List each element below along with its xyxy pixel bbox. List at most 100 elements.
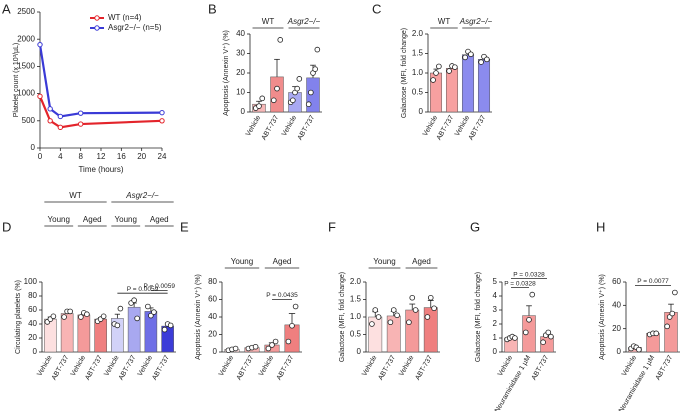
x-tick-label: ABT-737	[51, 354, 71, 381]
bar	[477, 59, 491, 113]
data-point	[526, 316, 532, 323]
y-tick-label: 40	[236, 29, 245, 38]
p-value: P = 0.0077	[637, 278, 669, 285]
point	[57, 124, 64, 131]
group-label: Aged	[412, 257, 431, 266]
data-point	[161, 326, 168, 333]
data-point	[277, 37, 284, 43]
y-tick-label: 80	[208, 277, 217, 286]
group-label: Asgr2−/−	[125, 191, 159, 200]
point	[47, 106, 53, 112]
point	[37, 41, 43, 48]
data-point	[512, 335, 518, 341]
y-tick-label: 20	[28, 333, 37, 342]
point	[47, 118, 53, 124]
group-label: WT	[69, 191, 82, 200]
y-tick-label: 2.0	[412, 29, 424, 38]
data-point	[256, 103, 262, 109]
y-tick-label: 1	[493, 333, 498, 342]
group-label: Young	[48, 215, 70, 224]
panel-label: A	[2, 1, 11, 16]
panel-label: H	[596, 219, 605, 234]
data-point	[669, 310, 676, 317]
data-point	[529, 291, 536, 298]
x-tick-label: ABT-737	[655, 354, 675, 381]
y-tick-label: 60	[612, 277, 621, 286]
y-tick-label: 1.5	[350, 295, 362, 304]
legend-marker	[94, 15, 100, 21]
data-point	[308, 89, 314, 96]
x-axis-label: Time (hours)	[78, 165, 123, 174]
panel-label: B	[208, 1, 217, 16]
y-tick-label: 1500	[17, 62, 35, 71]
group-label: Young	[115, 215, 137, 224]
point	[159, 118, 165, 124]
series-line	[38, 44, 163, 118]
x-tick-label: Neuraminidase 1 µM	[494, 354, 533, 411]
group-label: Young	[373, 257, 395, 266]
y-tick-label: 1.0	[350, 312, 362, 321]
group-label: Asgr2−/−	[459, 17, 493, 26]
x-tick-label: Vehicle	[422, 114, 439, 137]
data-point	[406, 319, 412, 326]
x-tick-label: Vehicle	[137, 354, 154, 377]
y-tick-label: 5	[493, 277, 498, 286]
y-tick-label: 0.5	[412, 88, 424, 97]
data-point	[412, 307, 419, 313]
p-value: P = 0.0059	[127, 286, 159, 293]
x-tick-label: 4	[58, 152, 63, 161]
data-point	[259, 95, 266, 102]
data-point	[653, 330, 660, 337]
data-point	[134, 315, 140, 322]
x-tick-label: 0	[38, 152, 43, 161]
y-tick-label: 40	[208, 312, 217, 321]
data-point	[117, 305, 124, 312]
data-point	[452, 64, 458, 70]
data-point	[232, 345, 239, 352]
x-tick-label: Vehicle	[398, 354, 415, 377]
x-tick-label: Vehicle	[258, 354, 275, 377]
data-point	[78, 314, 84, 320]
group-label: Aged	[83, 215, 102, 224]
data-point	[540, 339, 546, 346]
data-point	[312, 66, 318, 72]
data-point	[390, 307, 397, 313]
point	[57, 113, 64, 120]
data-point	[409, 294, 416, 301]
x-tick-label: 20	[137, 152, 146, 161]
y-tick-label: 20	[612, 324, 621, 333]
y-tick-label: 0.5	[350, 330, 362, 339]
y-tick-label: 0	[493, 347, 498, 356]
data-point	[67, 308, 73, 315]
data-point	[290, 97, 296, 104]
data-point	[427, 294, 434, 301]
data-point	[61, 314, 67, 320]
x-tick-label: Vehicle	[245, 114, 262, 137]
data-point	[468, 51, 474, 58]
y-tick-label: 2500	[17, 7, 35, 16]
x-tick-label: Vehicle	[361, 354, 378, 377]
data-point	[664, 323, 670, 330]
x-tick-label: ABT-737	[377, 354, 397, 381]
data-point	[387, 319, 394, 326]
bar	[77, 314, 91, 353]
y-tick-label: 10	[236, 88, 245, 97]
x-tick-label: ABT-737	[414, 354, 434, 381]
data-point	[484, 56, 490, 63]
y-axis-label: Apoptosis (Annexin V⁺) (%)	[223, 30, 230, 116]
y-tick-label: 80	[28, 291, 37, 300]
data-point	[285, 338, 292, 345]
data-point	[431, 305, 437, 312]
group-label: Aged	[150, 215, 169, 224]
point	[77, 121, 84, 127]
x-tick-label: Vehicle	[103, 354, 120, 377]
panel-label: G	[470, 219, 480, 234]
y-tick-label: 2000	[17, 34, 35, 43]
p-value: P = 0.0328	[513, 271, 545, 278]
y-tick-label: 100	[24, 277, 38, 286]
data-point	[114, 322, 121, 329]
y-tick-label: 0	[357, 347, 362, 356]
data-point	[548, 333, 554, 340]
data-point	[446, 68, 452, 74]
y-tick-label: 60	[28, 305, 37, 314]
